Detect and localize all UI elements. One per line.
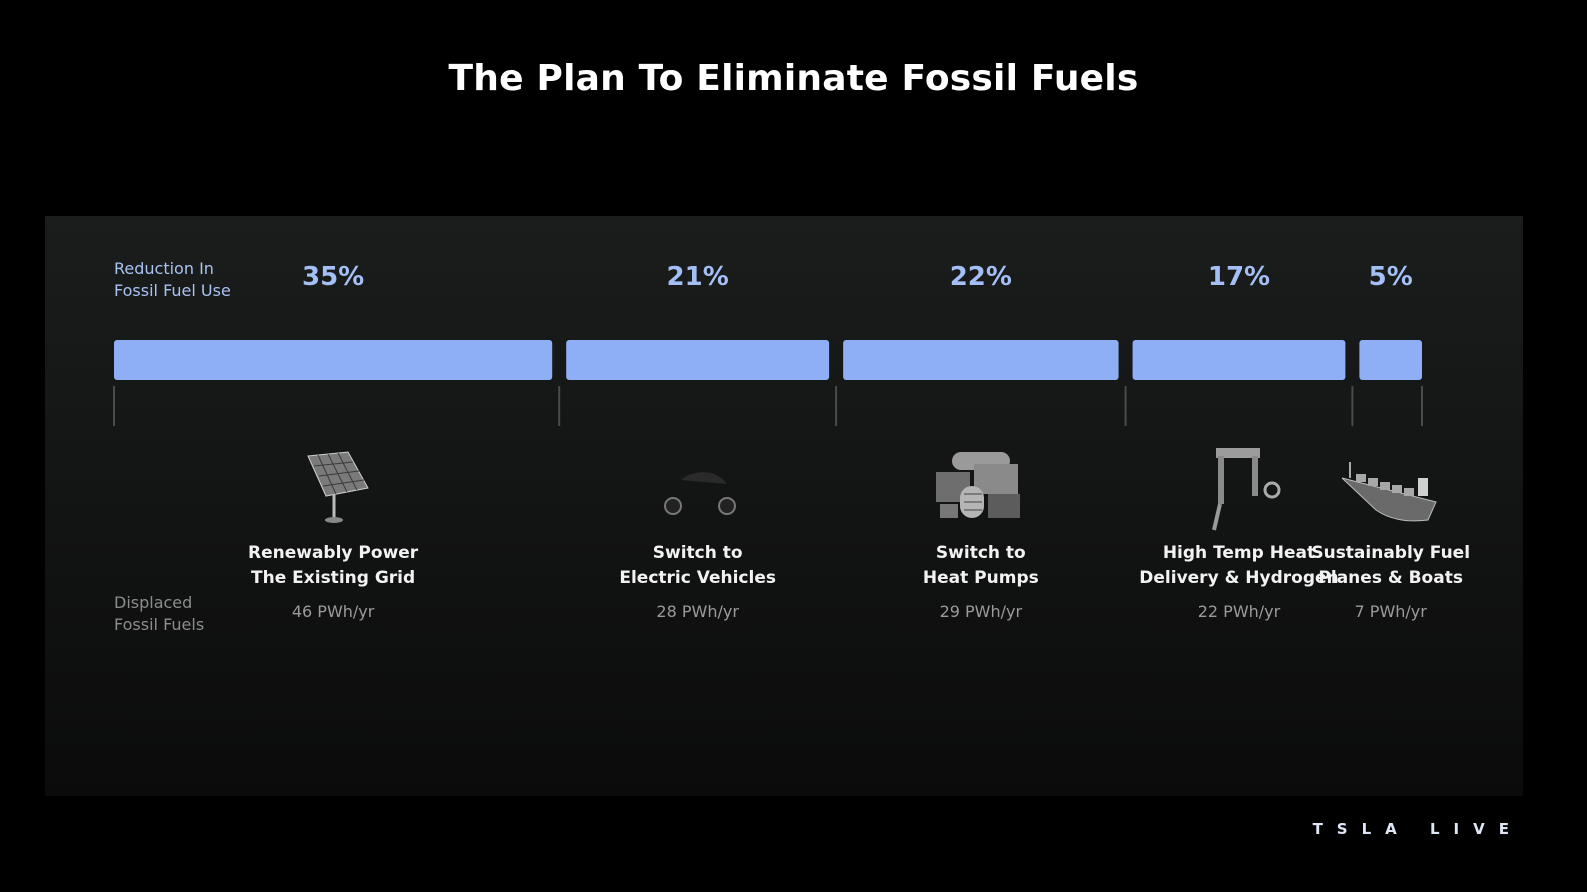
reduction-axis-label: Reduction In Fossil Fuel Use xyxy=(114,258,231,302)
category-label-line2: Electric Vehicles xyxy=(619,568,776,588)
category-label-line1: Switch to xyxy=(935,543,1026,563)
category-label: High Temp Heat Delivery & Hydrogen xyxy=(1139,541,1338,591)
displaced-axis-label: Displaced Fossil Fuels xyxy=(114,592,204,636)
chart-panel xyxy=(45,216,1523,796)
category-label: Switch to Electric Vehicles xyxy=(619,541,776,591)
tesla-live-logo: TSLA LIVE xyxy=(1312,820,1523,838)
category-label: Sustainably Fuel Planes & Boats xyxy=(1311,541,1470,591)
category-label-line1: Renewably Power xyxy=(248,543,419,563)
category-label-line1: Switch to xyxy=(652,543,743,563)
bar-segment-2 xyxy=(566,340,830,380)
displaced-fuel-value: 22 PWh/yr xyxy=(1197,602,1281,621)
slide-title: The Plan To Eliminate Fossil Fuels xyxy=(448,58,1139,99)
displaced-label-line1: Displaced xyxy=(114,593,193,612)
reduction-percent-label: 22% xyxy=(949,262,1012,292)
reduction-label-line1: Reduction In xyxy=(114,259,214,278)
industrial-furnace-icon xyxy=(1184,442,1294,532)
heat-pump-icon xyxy=(926,442,1036,532)
category-label-line1: High Temp Heat xyxy=(1162,543,1316,563)
bar-segment-5 xyxy=(1359,340,1422,380)
solar-panel-icon xyxy=(278,442,388,532)
category-label-line2: Heat Pumps xyxy=(922,568,1039,588)
category-label: Switch to Heat Pumps xyxy=(923,541,1039,591)
reduction-percent-label: 21% xyxy=(666,262,729,292)
reduction-percent-label: 17% xyxy=(1207,262,1271,292)
category-label-line2: Delivery & Hydrogen xyxy=(1139,568,1339,588)
category-label-line1: Sustainably Fuel xyxy=(1311,543,1471,563)
displaced-fuel-value: 29 PWh/yr xyxy=(939,602,1023,621)
category-label-line2: Planes & Boats xyxy=(1318,568,1463,588)
displaced-label-line2: Fossil Fuels xyxy=(114,615,205,634)
displaced-fuel-value: 7 PWh/yr xyxy=(1354,602,1427,621)
ship-icon xyxy=(1336,442,1446,532)
reduction-percent-label: 35% xyxy=(301,262,365,292)
electric-car-icon xyxy=(643,442,753,532)
category-label-line2: The Existing Grid xyxy=(251,568,416,588)
reduction-percent-label: 5% xyxy=(1368,262,1413,292)
bar-segment-1 xyxy=(114,340,553,380)
bar-segment-3 xyxy=(843,340,1119,380)
bar-segment-4 xyxy=(1132,340,1346,380)
category-label: Renewably Power The Existing Grid xyxy=(248,541,418,591)
reduction-label-line2: Fossil Fuel Use xyxy=(114,281,231,300)
displaced-fuel-value: 46 PWh/yr xyxy=(291,602,375,621)
displaced-fuel-value: 28 PWh/yr xyxy=(656,602,739,621)
